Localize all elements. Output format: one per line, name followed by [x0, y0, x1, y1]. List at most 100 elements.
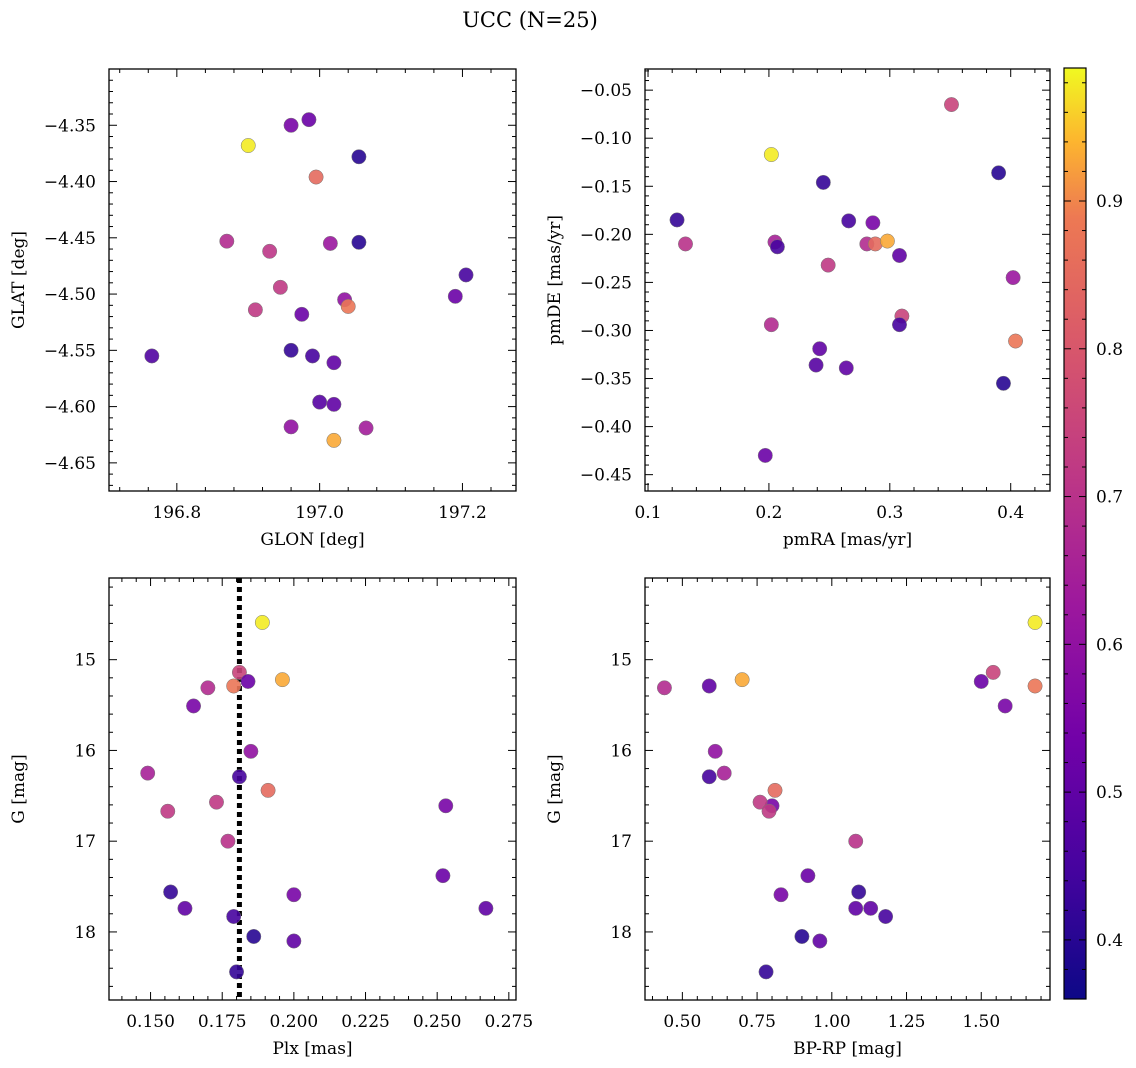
data-point: [272, 279, 288, 295]
x-tick-label: 0.4: [997, 503, 1024, 523]
data-point: [1005, 270, 1021, 286]
x-tick-label: 1.50: [962, 1012, 1000, 1032]
data-point: [458, 267, 474, 283]
data-point: [226, 909, 242, 924]
x-tick-label: 196.8: [152, 503, 201, 523]
data-point: [701, 678, 717, 694]
data-point: [761, 803, 777, 819]
data-point: [879, 233, 895, 249]
data-point: [1008, 333, 1023, 349]
data-point: [767, 782, 783, 798]
axis-ticks: [645, 69, 1050, 491]
data-point: [773, 887, 789, 903]
scatter-points: [656, 615, 1043, 980]
data-point: [219, 233, 235, 249]
x-axis-label: GLON [deg]: [260, 530, 364, 550]
data-point: [262, 243, 278, 259]
x-tick-label: 1.25: [888, 1012, 926, 1032]
y-tick-label: −4.40: [44, 173, 96, 193]
data-point: [312, 394, 328, 410]
data-point: [326, 432, 342, 448]
data-point: [140, 765, 156, 781]
data-point: [246, 929, 262, 944]
x-tick-label: 0.225: [341, 1012, 390, 1032]
data-point: [734, 672, 750, 688]
data-point: [326, 396, 342, 412]
data-point: [838, 360, 854, 376]
axes-frame: [108, 68, 517, 492]
y-tick-label: −0.35: [580, 370, 632, 390]
colorbar-tick-label: 0.8: [1096, 340, 1123, 360]
data-point: [340, 298, 356, 314]
data-point: [656, 680, 672, 696]
data-point: [435, 868, 451, 884]
data-point: [358, 420, 374, 436]
data-point: [247, 302, 263, 318]
data-point: [447, 288, 463, 304]
data-point: [892, 248, 907, 263]
x-tick-label: 197.0: [295, 503, 344, 523]
data-point: [283, 117, 299, 133]
x-tick-label: 0.2: [755, 503, 782, 523]
data-point: [308, 169, 324, 185]
data-point: [283, 342, 299, 358]
data-point: [848, 833, 864, 849]
y-axis-label: G [mag]: [545, 754, 565, 823]
data-point: [669, 212, 685, 228]
y-tick-label: −4.65: [44, 454, 96, 474]
x-axis-label: pmRA [mas/yr]: [783, 530, 912, 550]
axis-ticks: [109, 578, 516, 1000]
panel-top-right: 0.1 0.2 0.3 0.4 −0.05 −0.10 −0.15 −0.20 −0.25 −0.…: [545, 68, 1051, 550]
y-axis-label: GLAT [deg]: [9, 231, 29, 329]
data-point: [186, 698, 202, 714]
data-point: [209, 794, 224, 810]
colorbar-gradient: [1063, 67, 1087, 1000]
data-point: [200, 680, 216, 696]
y-tick-label: 15: [610, 651, 632, 671]
y-tick-label: −4.60: [44, 398, 96, 418]
y-tick-label: 16: [74, 741, 96, 761]
data-point: [863, 900, 879, 916]
data-point: [283, 419, 299, 435]
y-tick-label: 17: [610, 832, 632, 852]
panel-bottom-left: 0.150 0.175 0.200 0.225 0.250 0.275 15 16 17 18 Pl…: [9, 577, 533, 1059]
data-point: [878, 909, 894, 924]
x-axis-label: BP-RP [mag]: [793, 1039, 902, 1059]
data-point: [985, 664, 1001, 680]
data-point: [848, 900, 864, 916]
data-point: [841, 213, 857, 229]
y-axis-label: G [mag]: [9, 754, 29, 823]
axes-frame: [108, 577, 517, 1001]
figure-title: UCC (N=25): [462, 8, 598, 32]
panel-top-left: 196.8 197.0 197.2 −4.35 −4.40 −4.45 −4.50 −4.55…: [9, 68, 517, 550]
scatter-points: [669, 97, 1023, 463]
data-point: [973, 674, 989, 689]
data-point: [322, 235, 338, 251]
data-point: [305, 348, 320, 364]
data-point: [865, 215, 881, 231]
axes-frame: [644, 68, 1051, 492]
data-point: [758, 964, 774, 980]
data-point: [294, 306, 310, 322]
data-point: [231, 769, 247, 785]
data-point: [254, 615, 270, 630]
data-point: [820, 257, 836, 273]
data-point: [707, 743, 723, 759]
x-tick-label: 1.00: [813, 1012, 851, 1032]
y-tick-label: −4.50: [44, 285, 96, 305]
x-tick-label: 197.2: [438, 503, 487, 523]
y-tick-label: 18: [610, 923, 632, 943]
data-point: [812, 933, 828, 949]
data-point: [763, 317, 779, 333]
x-tick-label: 0.75: [738, 1012, 776, 1032]
x-tick-label: 0.250: [413, 1012, 462, 1032]
colorbar-tick-label: 0.4: [1096, 931, 1123, 951]
data-point: [226, 678, 242, 694]
data-point: [286, 887, 302, 903]
x-tick-label: 0.175: [198, 1012, 247, 1032]
data-point: [812, 341, 828, 357]
y-tick-label: −0.25: [580, 273, 632, 293]
y-tick-label: −0.40: [580, 418, 632, 438]
data-point: [808, 357, 824, 373]
